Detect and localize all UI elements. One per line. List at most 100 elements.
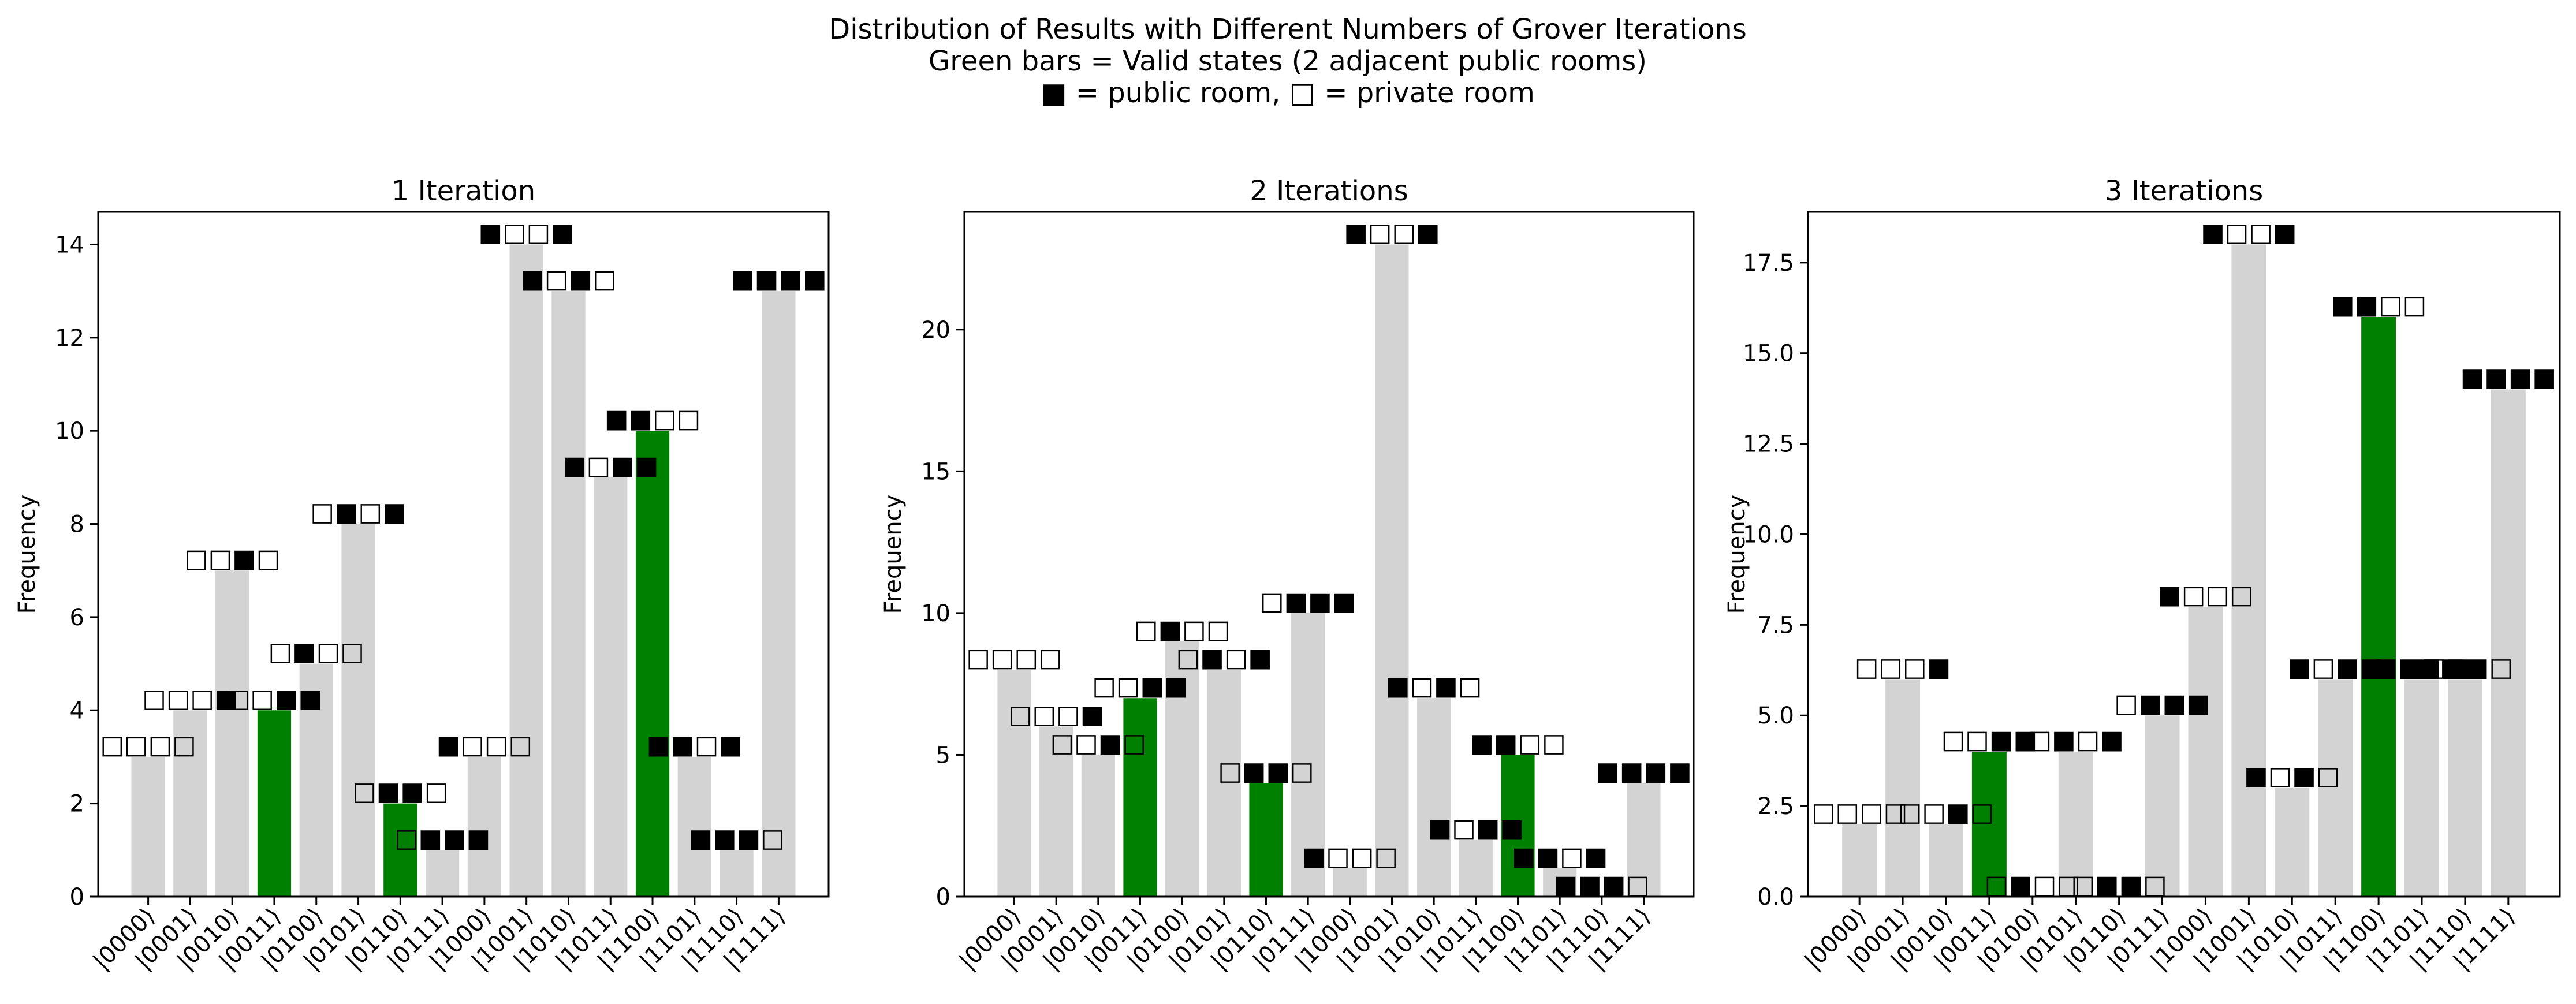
bar-4 [257,710,292,897]
ytick-label-4: 6 [70,604,84,631]
bar-15 [720,850,754,897]
bar-label-6: □■□■ [310,498,406,527]
bar-label-16: ■■■■ [2461,363,2556,392]
bar-13 [2361,316,2396,897]
bar-label-6: □■□■ [1176,643,1272,673]
bar-3 [215,570,249,897]
bar-12 [594,477,628,897]
bar-8 [2145,715,2180,897]
bar-label-13: ■■□□ [1470,728,1565,757]
bar-label-1: □□□□ [966,643,1062,673]
ytick-label-4: 15 [921,458,950,485]
bar-10 [1375,244,1409,897]
bar-label-15: ■■■□ [1554,870,1650,900]
bar-label-9: ■□□□ [2157,580,2253,610]
bar-label-12: ■□■■ [2287,652,2383,682]
bar-label-2: □□□■ [142,684,238,713]
bar-1 [997,670,1031,897]
bar-label-11: ■□■□ [2244,762,2340,791]
bar-label-3: □□■□ [184,544,280,573]
bar-label-2: □□□■ [1008,700,1104,729]
bar-11 [2275,787,2310,897]
ytick-label-5: 20 [921,317,950,344]
bar-label-15: ■■■□ [2417,652,2513,682]
bar-2 [1039,726,1073,897]
bar-label-5: □■□□ [269,637,364,667]
y-axis-label: Frequency [14,495,40,614]
bar-label-8: □■■■ [2114,689,2210,718]
bar-label-2: □□□■ [1855,652,1951,682]
bar-label-12: ■□■■ [562,451,658,480]
subplot-title: 3 Iterations [2105,175,2263,207]
bar-label-9: ■□□□ [437,730,532,760]
ytick-label-8: 17.5 [1743,250,1794,277]
figure-title-line-3: ■ = public room, □ = private room [1041,77,1535,109]
ytick-label-1: 0 [936,884,950,910]
bar-label-12: ■□■■ [1428,813,1524,843]
bar-7 [1249,783,1283,897]
bar-label-6: □■□■ [2028,725,2124,755]
bar-6 [341,524,375,897]
bar-6 [1207,670,1241,897]
bar-6 [2058,751,2093,897]
bar-label-1: □□□□ [1811,797,1907,827]
bar-label-5: □■□□ [1985,870,2081,900]
bar-5 [1165,641,1199,897]
ytick-label-3: 4 [70,697,84,724]
bar-label-13: ■■□□ [605,404,700,434]
ytick-label-2: 2.5 [1757,793,1794,820]
bar-label-16: ■■■■ [1595,757,1691,786]
ytick-label-5: 8 [70,512,84,538]
bar-8 [425,850,460,897]
bar-label-14: ■■□■ [2374,652,2470,682]
bar-1 [131,756,165,897]
bar-8 [1291,613,1325,897]
bar-10 [509,244,543,897]
bar-14 [677,756,711,897]
bar-label-4: □□■■ [226,684,322,713]
ytick-label-2: 2 [70,791,84,818]
bar-9 [1333,868,1367,897]
bar-label-10: ■□□■ [2201,218,2297,247]
axes-frame [97,211,830,898]
bar-label-11: ■□■□ [520,264,616,294]
bar-label-10: ■□□■ [479,218,575,247]
bar-15 [2447,679,2482,897]
bar-label-14: ■■□■ [1512,842,1608,871]
bar-label-16: ■■■■ [730,264,826,294]
ytick-label-6: 10 [55,418,84,445]
bar-label-11: ■□■□ [1386,671,1482,701]
ytick-label-3: 5.0 [1757,703,1794,729]
bar-label-15: ■■■□ [688,823,784,853]
bar-16 [2491,389,2526,897]
bar-12 [2318,679,2353,897]
axes-frame [1807,211,2561,898]
bar-10 [2231,244,2266,897]
bar-13 [1501,755,1535,897]
bar-5 [299,663,333,897]
bar-7 [383,803,417,897]
bar-label-8: □■■■ [1260,587,1356,616]
ytick-label-5: 10.0 [1743,521,1794,548]
subplot-title: 1 Iteration [392,175,535,207]
bar-label-7: □■■□ [1218,757,1314,786]
bar-label-4: □□■■ [1941,725,2037,755]
ytick-label-7: 15.0 [1743,341,1794,367]
ytick-label-1: 0 [70,884,84,910]
bar-label-4: □□■■ [1092,671,1188,701]
ytick-label-1: 0.0 [1757,884,1794,910]
ytick-label-4: 7.5 [1757,612,1794,639]
bar-11 [551,291,586,897]
y-axis-label: Frequency [1724,495,1750,614]
bar-16 [762,291,796,897]
bar-12 [1459,839,1493,897]
bar-4 [1123,698,1157,897]
bar-label-13: ■■□□ [2331,290,2426,320]
bar-13 [635,431,670,897]
bar-9 [2188,606,2223,897]
bar-label-10: ■□□■ [1344,218,1440,247]
bar-11 [1417,698,1451,897]
bar-label-14: ■■□■ [647,730,743,760]
ytick-label-2: 5 [936,742,950,768]
